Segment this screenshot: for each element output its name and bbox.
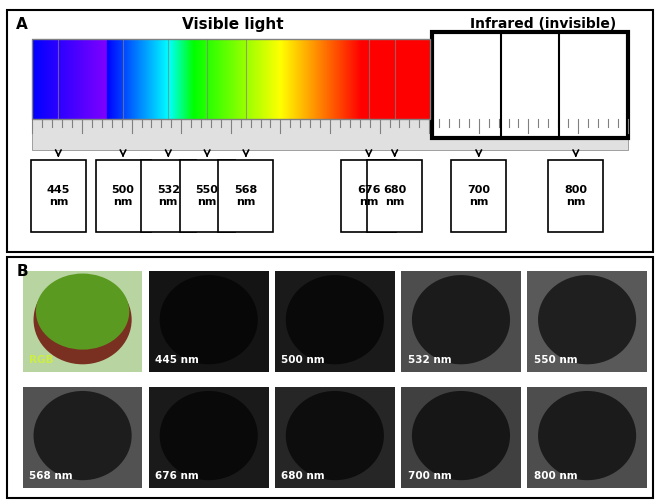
- Text: Visible light: Visible light: [182, 17, 284, 32]
- Text: B: B: [16, 264, 28, 279]
- Bar: [180, 160, 234, 232]
- Ellipse shape: [286, 275, 384, 364]
- Bar: [141, 160, 196, 232]
- Text: 700
nm: 700 nm: [467, 185, 490, 207]
- Text: 680 nm: 680 nm: [281, 471, 325, 481]
- Bar: [527, 387, 647, 488]
- Bar: [275, 387, 395, 488]
- Ellipse shape: [34, 391, 131, 480]
- Bar: [149, 387, 269, 488]
- Bar: [218, 160, 273, 232]
- Text: 700 nm: 700 nm: [408, 471, 451, 481]
- Text: 445
nm: 445 nm: [47, 185, 70, 207]
- Bar: [401, 387, 521, 488]
- Bar: [432, 32, 628, 138]
- Ellipse shape: [538, 391, 636, 480]
- Bar: [22, 387, 143, 488]
- Bar: [32, 119, 628, 150]
- Bar: [527, 271, 647, 372]
- Text: 445 nm: 445 nm: [155, 355, 199, 365]
- Text: 568 nm: 568 nm: [29, 471, 73, 481]
- Text: 800
nm: 800 nm: [564, 185, 587, 207]
- Ellipse shape: [286, 391, 384, 480]
- Text: 676
nm: 676 nm: [357, 185, 381, 207]
- Text: Infrared (invisible): Infrared (invisible): [471, 17, 616, 31]
- Text: 532 nm: 532 nm: [408, 355, 451, 365]
- Text: 550
nm: 550 nm: [195, 185, 218, 207]
- Ellipse shape: [160, 275, 258, 364]
- Text: 500 nm: 500 nm: [281, 355, 325, 365]
- Bar: [32, 39, 430, 119]
- Bar: [149, 271, 269, 372]
- Ellipse shape: [412, 275, 510, 364]
- Bar: [275, 271, 395, 372]
- Text: 550 nm: 550 nm: [534, 355, 578, 365]
- Ellipse shape: [34, 275, 131, 364]
- Text: 500
nm: 500 nm: [112, 185, 135, 207]
- Ellipse shape: [538, 275, 636, 364]
- Text: 680
nm: 680 nm: [383, 185, 407, 207]
- Text: 676 nm: 676 nm: [155, 471, 199, 481]
- Text: 800 nm: 800 nm: [534, 471, 578, 481]
- Bar: [22, 271, 143, 372]
- Text: A: A: [16, 17, 28, 32]
- Bar: [367, 160, 422, 232]
- Ellipse shape: [160, 391, 258, 480]
- Text: 532
nm: 532 nm: [157, 185, 180, 207]
- Bar: [451, 160, 506, 232]
- Bar: [341, 160, 396, 232]
- Text: 568
nm: 568 nm: [234, 185, 257, 207]
- Bar: [548, 160, 603, 232]
- Ellipse shape: [36, 274, 129, 350]
- Bar: [31, 160, 86, 232]
- Bar: [96, 160, 150, 232]
- Ellipse shape: [412, 391, 510, 480]
- Text: RGB: RGB: [29, 355, 53, 365]
- Bar: [401, 271, 521, 372]
